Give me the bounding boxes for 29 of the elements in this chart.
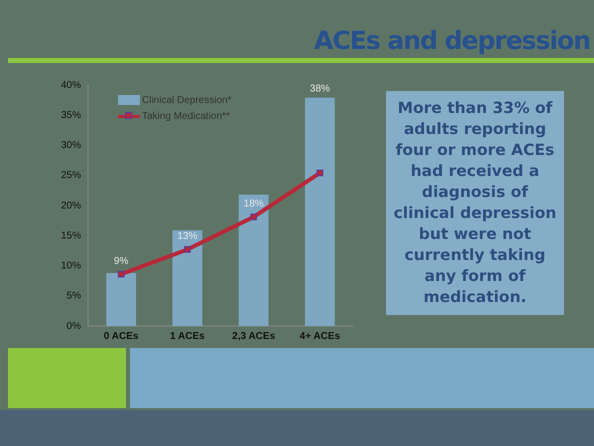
legend-label: Taking Medication** (142, 110, 230, 122)
y-tick-label: 15% (61, 230, 82, 242)
bar (238, 194, 269, 326)
y-tick-label: 10% (61, 260, 82, 272)
data-label: 38% (310, 83, 330, 94)
data-label: 13% (177, 231, 198, 242)
y-tick-label: 5% (66, 290, 82, 302)
text: More than 33% of adults reporting four or more ACEs had received a diagnosis of clinical depression but were not currently taking any form of medication. (394, 99, 556, 306)
y-tick-label: 25% (61, 170, 82, 182)
y-tick-label: 0% (66, 320, 82, 332)
x-tick-label: 2,3 ACEs (232, 330, 276, 342)
bar (304, 98, 335, 326)
y-tick-label: 40% (61, 80, 82, 91)
text: ACEs and depression (314, 26, 590, 55)
bar (172, 230, 202, 326)
bar (106, 272, 136, 326)
y-tick-label: 20% (61, 200, 82, 212)
point (184, 246, 191, 253)
x-tick-label: 0 ACEs (104, 330, 139, 342)
y-tick-label: 30% (61, 140, 82, 151)
point (316, 170, 324, 176)
point (250, 214, 257, 220)
y-tick-label: 35% (61, 110, 82, 121)
data-label: 18% (244, 198, 264, 210)
data-label: 9% (114, 256, 128, 267)
x-tick-label: 1 ACEs (170, 330, 206, 342)
point (118, 270, 124, 278)
x-tick-label: 4+ ACEs (300, 330, 341, 342)
legend-label: Clinical Depression* (142, 94, 232, 106)
